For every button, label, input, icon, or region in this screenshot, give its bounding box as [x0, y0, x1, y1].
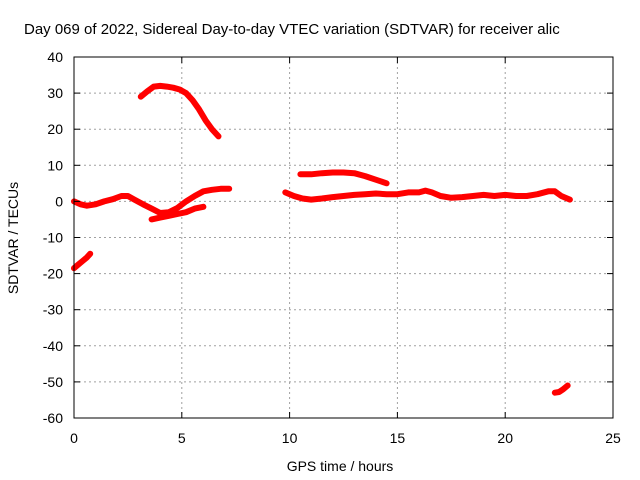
y-tick-label: -30	[43, 302, 63, 318]
series-line-arc-afternoon	[282, 187, 573, 203]
data-series	[71, 82, 573, 396]
y-tick-label: -50	[43, 374, 63, 390]
y-tick-label: 20	[47, 121, 63, 137]
y-tick-label: -10	[43, 230, 63, 246]
x-axis-label: GPS time / hours	[287, 458, 394, 474]
series-line-arc-dip	[148, 203, 207, 223]
series-line-arc-hump	[137, 82, 222, 140]
x-tick-label: 10	[282, 430, 298, 446]
x-tick-label: 20	[497, 430, 513, 446]
y-tick-label: 40	[47, 49, 63, 65]
series-line-arc-late-low	[551, 382, 571, 396]
axis-ticks: 0 5 10 15 20 25 -60 -50 -40 -30 -20 -10 0 10 20 30 40	[43, 49, 621, 446]
series-line-arc-early-low	[71, 250, 94, 272]
x-tick-label: 25	[605, 430, 621, 446]
x-tick-label: 0	[70, 430, 78, 446]
y-tick-label: 0	[55, 193, 63, 209]
series-line-arc-evening-high	[297, 169, 390, 187]
y-tick-label: -60	[43, 410, 63, 426]
y-tick-label: -20	[43, 266, 63, 282]
series-line-arc-morning	[71, 185, 233, 216]
x-tick-label: 15	[390, 430, 406, 446]
y-tick-label: 30	[47, 85, 63, 101]
y-tick-label: -40	[43, 338, 63, 354]
y-axis-label: SDTVAR / TECUs	[5, 182, 21, 294]
x-tick-label: 5	[178, 430, 186, 446]
chart-title: Day 069 of 2022, Sidereal Day-to-day VTE…	[24, 21, 560, 38]
grid-lines	[74, 57, 613, 418]
y-tick-label: 10	[47, 157, 63, 173]
